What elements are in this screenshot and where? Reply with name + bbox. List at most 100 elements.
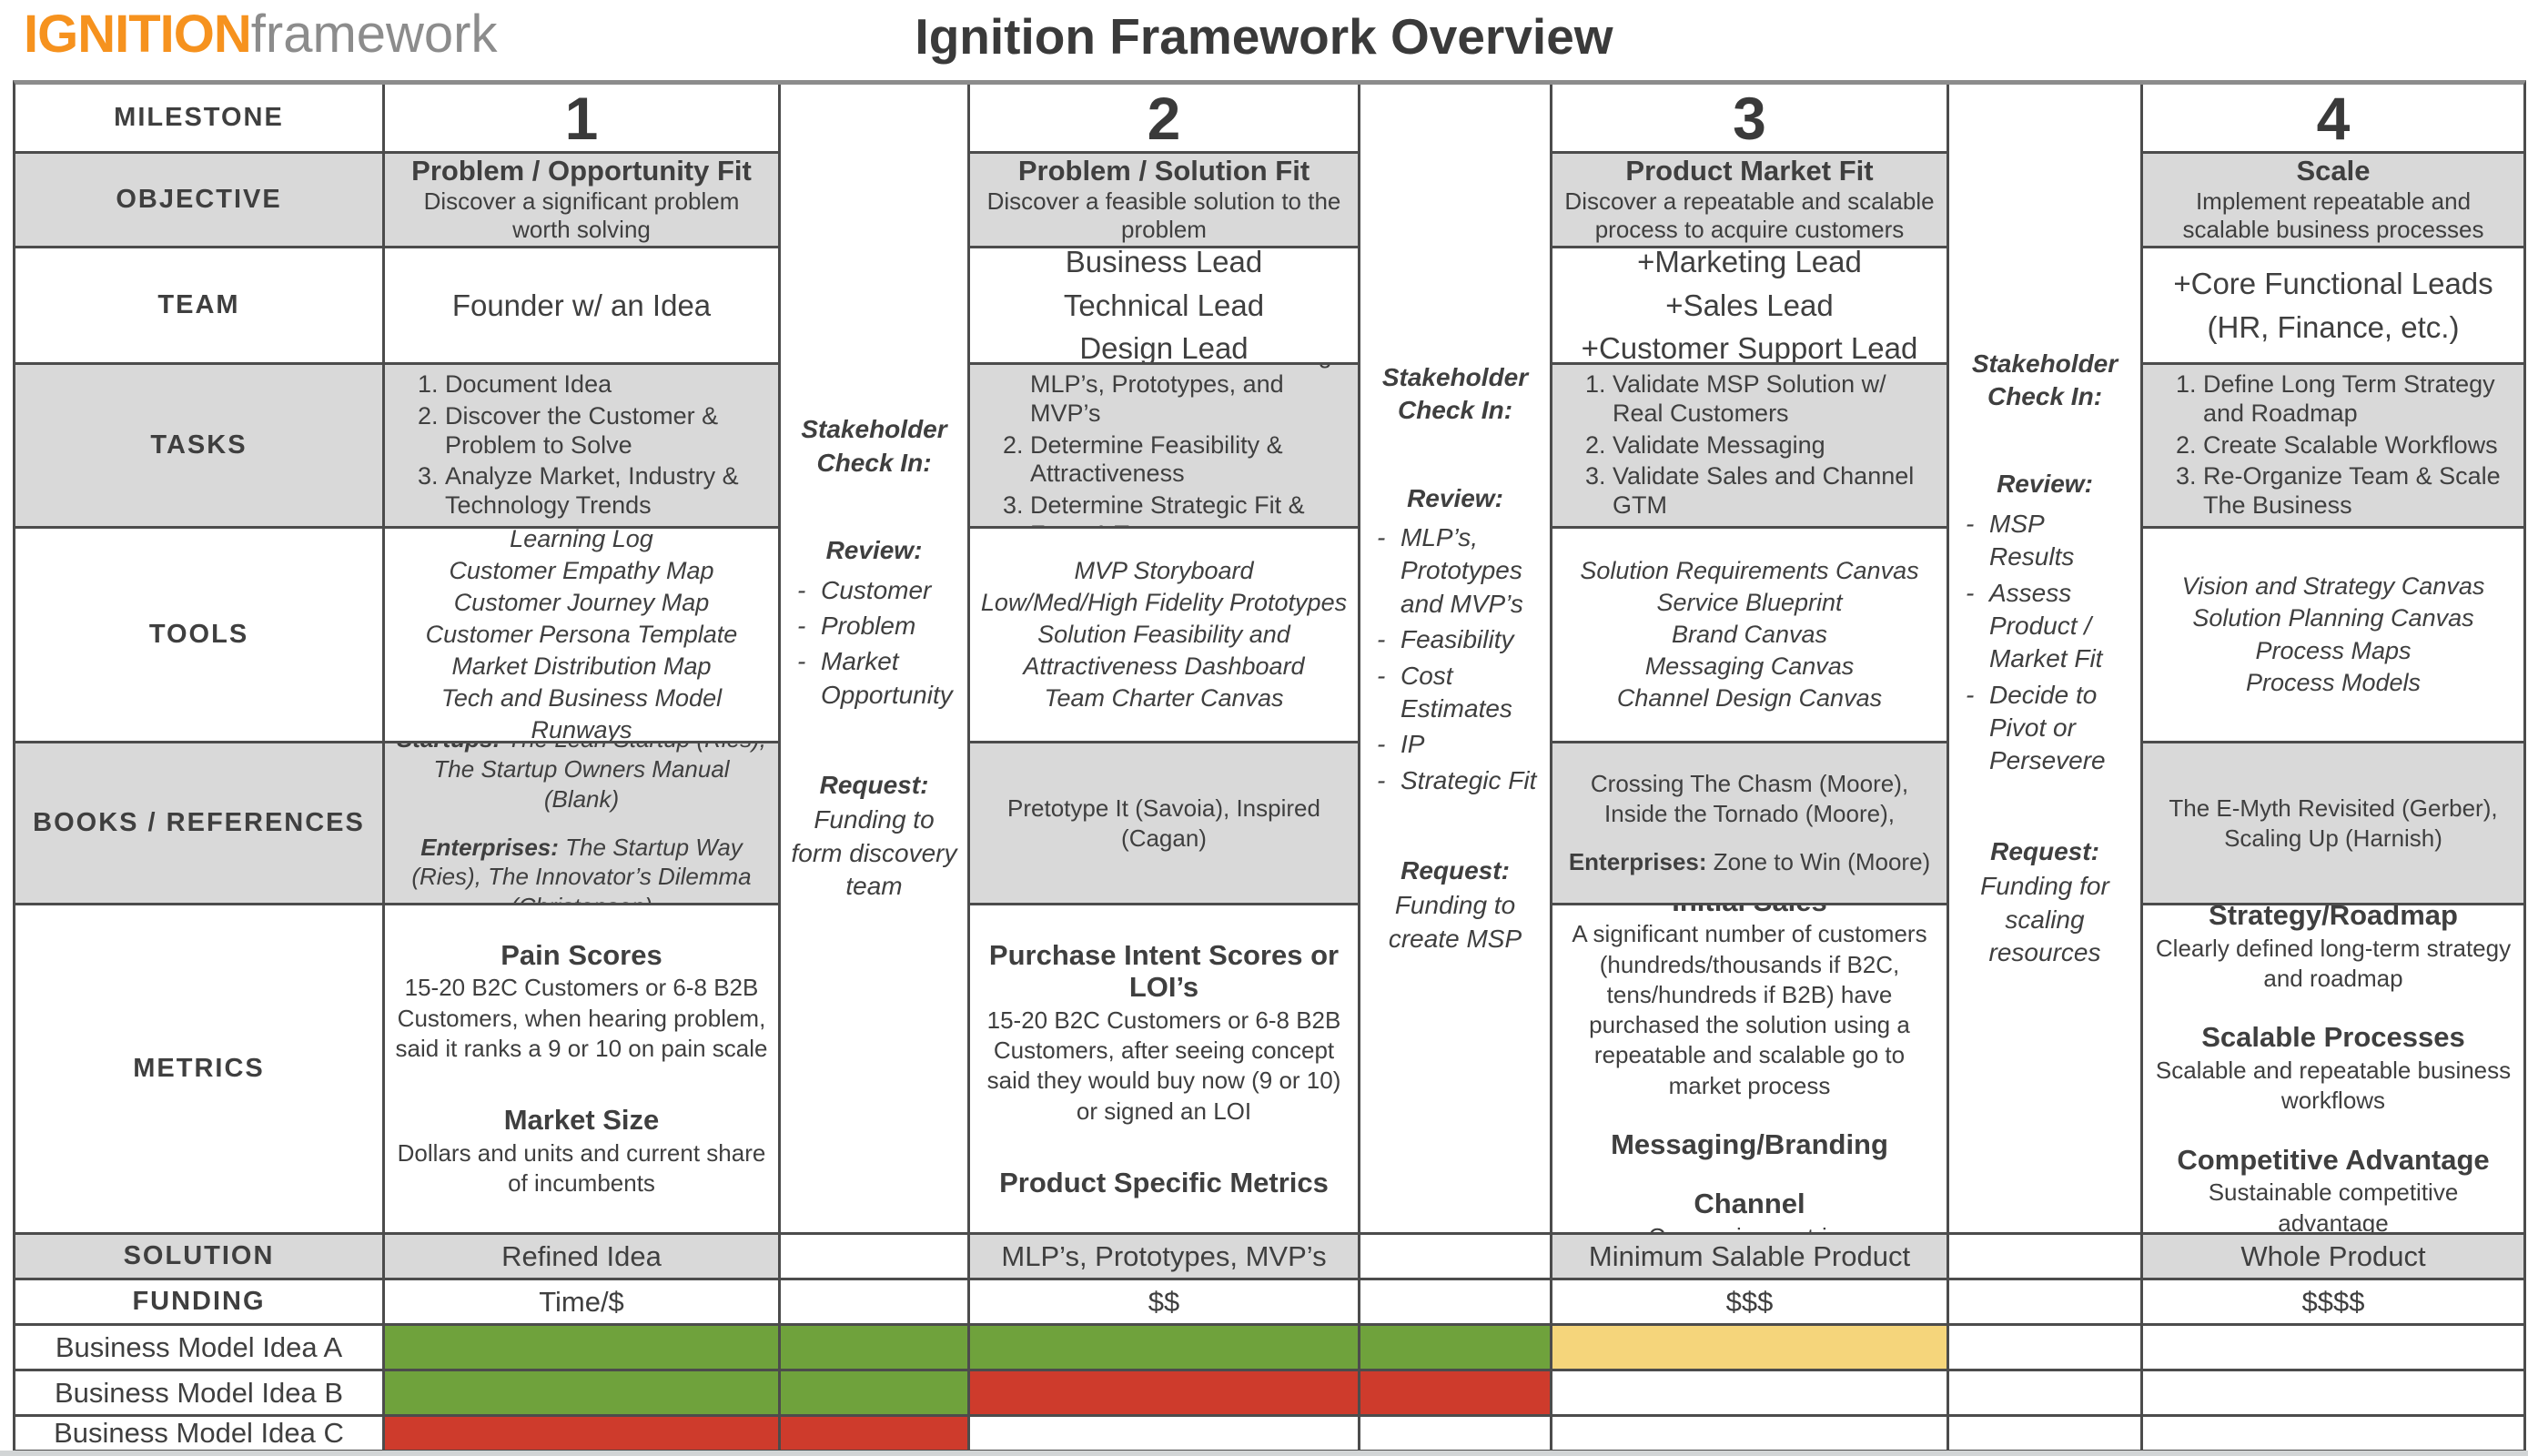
milestone-3-objective-cell: Product Market Fit Discover a repeatable…: [1552, 154, 1947, 248]
milestone-3-tools-cell: Solution Requirements Canvas Service Blu…: [1552, 529, 1947, 743]
review-item: Feasibility: [1373, 623, 1542, 657]
idea-a-m3-status-cell: [1552, 1326, 1947, 1371]
metric-heading: Market Size: [503, 1104, 660, 1137]
tool-line: Customer Persona Template: [425, 620, 738, 648]
milestone-2-books-cell: Pretotype It (Savoia), Inspired (Cagan): [970, 743, 1358, 905]
objective-desc: Implement repeatable and scalable busine…: [2182, 187, 2484, 244]
milestone-1-metrics-cell: Pain Scores 15-20 B2C Customers or 6-8 B…: [385, 905, 778, 1235]
idea-a-m4-status-cell: [2143, 1326, 2523, 1371]
idea-b-chk2-status-cell: [1360, 1371, 1550, 1417]
milestone-4-objective-cell: Scale Implement repeatable and scalable …: [2143, 154, 2523, 248]
checkin-3-column: Stakeholder Check In: Review: MSP Result…: [1949, 85, 2143, 1450]
tool-line: Market Distribution Map: [451, 652, 712, 681]
task-item: Validate Sales and Channel GTM: [1613, 462, 1937, 521]
metric-body: Dollars and units and current share of i…: [397, 1138, 766, 1198]
checkin-3-funding-cell: [1949, 1280, 2140, 1326]
team-line: +Marketing Lead: [1637, 248, 1862, 278]
tools-row-label: TOOLS: [15, 529, 382, 743]
idea-c-chk2-status-cell: [1360, 1417, 1550, 1450]
tasks-list: Document Idea Discover the Customer & Pr…: [394, 368, 769, 523]
books-segment-text: The Startup Way (Ries), The Innovator’s …: [411, 833, 752, 904]
tasks-list: Discover the Solution Using MLP’s, Proto…: [979, 365, 1349, 526]
tool-line: Customer Journey Map: [453, 588, 710, 616]
review-item: Strategic Fit: [1373, 764, 1542, 798]
books-segment-text: The Lean Startup (Ries), The Startup Own…: [433, 743, 766, 813]
metric-heading: Channel: [1694, 1188, 1805, 1220]
task-item: Create Scalable Workflows: [2203, 431, 2514, 460]
milestone-2-metrics-cell: Purchase Intent Scores or LOI’s 15-20 B2…: [970, 905, 1358, 1235]
idea-a-chk3-status-cell: [1949, 1326, 2140, 1371]
idea-b-m1-status-cell: [385, 1371, 778, 1417]
checkin-1-funding-cell: [781, 1280, 967, 1326]
checkin-2-column: Stakeholder Check In: Review: MLP’s, Pro…: [1360, 85, 1552, 1450]
task-item: Validate MSP Solution w/ Real Customers: [1613, 370, 1937, 429]
row-labels-column: MILESTONE OBJECTIVE TEAM TASKS TOOLS BOO…: [15, 85, 385, 1450]
framework-table: MILESTONE OBJECTIVE TEAM TASKS TOOLS BOO…: [13, 80, 2526, 1452]
review-item: Customer: [794, 574, 960, 608]
books-paragraph: Enterprises: Zone to Win (Moore): [1569, 847, 1930, 877]
team-line: Design Lead: [1079, 331, 1249, 365]
metric-group: Product Specific Metrics: [999, 1167, 1329, 1199]
milestone-4-books-cell: The E-Myth Revisited (Gerber), Scaling U…: [2143, 743, 2523, 905]
idea-b-m2-status-cell: [970, 1371, 1358, 1417]
milestone-3-column: 3 Product Market Fit Discover a repeatab…: [1552, 85, 1949, 1450]
milestone-3-books-cell: Crossing The Chasm (Moore), Inside the T…: [1552, 743, 1947, 905]
checkin-review-list: MLP’s, Prototypes and MVP’s Feasibility …: [1368, 519, 1542, 800]
checkin-title: Stakeholder Check In:: [801, 415, 947, 477]
tool-line: Channel Design Canvas: [1616, 684, 1883, 713]
metric-heading: Pain Scores: [501, 938, 662, 971]
books-segment-text: Pretotype It (Savoia), Inspired (Cagan): [1007, 794, 1320, 852]
business-model-idea-b-label: Business Model Idea B: [15, 1371, 382, 1417]
tool-line: Tech and Business Model Runways: [440, 684, 723, 743]
logo-framework-text: framework: [250, 5, 498, 64]
milestone-1-tasks-cell: Document Idea Discover the Customer & Pr…: [385, 365, 778, 529]
checkin-review-label: Review:: [1997, 470, 2093, 499]
task-item: Document Idea: [445, 370, 769, 399]
team-line: (HR, Finance, etc.): [2207, 309, 2460, 344]
metric-group: Initial Sales A significant number of cu…: [1562, 905, 1937, 1101]
metric-group: Channel Conversion metrics: [1648, 1188, 1851, 1232]
milestone-1-number: 1: [385, 85, 778, 154]
tool-line: Brand Canvas: [1671, 620, 1828, 648]
books-paragraph: Enterprises: The Startup Way (Ries), The…: [394, 833, 769, 904]
metric-heading: Strategy/Roadmap: [2209, 905, 2458, 932]
milestone-2-team-cell: Business Lead Technical Lead Design Lead: [970, 248, 1358, 365]
team-line: +Sales Lead: [1665, 288, 1834, 322]
metric-group: Pain Scores 15-20 B2C Customers or 6-8 B…: [394, 939, 769, 1064]
objective-title: Scale: [2296, 154, 2371, 187]
metric-group: Scalable Processes Scalable and repeatab…: [2152, 1021, 2514, 1116]
solution-row-label: SOLUTION: [15, 1235, 382, 1280]
milestone-2-column: 2 Problem / Solution Fit Discover a feas…: [970, 85, 1360, 1450]
task-item: Discover the Customer & Problem to Solve: [445, 402, 769, 460]
tasks-list: Validate MSP Solution w/ Real Customers …: [1562, 368, 1937, 523]
metric-body: Scalable and repeatable business workflo…: [2155, 1057, 2512, 1115]
milestone-3-team-cell: +Marketing Lead +Sales Lead +Customer Su…: [1552, 248, 1947, 365]
objective-title: Product Market Fit: [1625, 154, 1874, 187]
milestone-2-tools-cell: MVP Storyboard Low/Med/High Fidelity Pro…: [970, 529, 1358, 743]
checkin-request-text: Funding to form discovery team: [791, 805, 957, 901]
milestone-3-number: 3: [1552, 85, 1947, 154]
books-paragraph: Startups: The Lean Startup (Ries), The S…: [394, 743, 769, 814]
milestone-4-funding-cell: $$$$: [2143, 1280, 2523, 1326]
metric-group: Strategy/Roadmap Clearly defined long-te…: [2152, 905, 2514, 994]
review-item: Problem: [794, 610, 960, 643]
review-item: MLP’s, Prototypes and MVP’s: [1373, 521, 1542, 621]
books-segment-label: Startups:: [397, 743, 501, 753]
milestone-4-tasks-cell: Define Long Term Strategy and Roadmap Cr…: [2143, 365, 2523, 529]
task-item: Validate Messaging: [1613, 431, 1937, 460]
checkin-review-label: Review:: [1407, 483, 1503, 512]
metric-heading: Scalable Processes: [2201, 1021, 2465, 1054]
milestone-3-funding-cell: $$$: [1552, 1280, 1947, 1326]
milestone-3-tasks-cell: Validate MSP Solution w/ Real Customers …: [1552, 365, 1947, 529]
checkin-1-cell: Stakeholder Check In: Review: Customer P…: [781, 85, 967, 1235]
tool-line: Vision and Strategy Canvas: [2181, 572, 2485, 601]
checkin-request-label: Request:: [1990, 836, 2099, 865]
milestone-4-number: 4: [2143, 85, 2523, 154]
books-paragraph: The E-Myth Revisited (Gerber), Scaling U…: [2152, 794, 2514, 854]
milestone-1-solution-cell: Refined Idea: [385, 1235, 778, 1280]
milestone-1-funding-cell: Time/$: [385, 1280, 778, 1326]
milestone-4-metrics-cell: Strategy/Roadmap Clearly defined long-te…: [2143, 905, 2523, 1235]
objective-title: Problem / Opportunity Fit: [411, 154, 752, 187]
objective-desc: Discover a repeatable and scalable proce…: [1564, 187, 1935, 244]
objective-desc: Discover a significant problem worth sol…: [423, 187, 740, 244]
